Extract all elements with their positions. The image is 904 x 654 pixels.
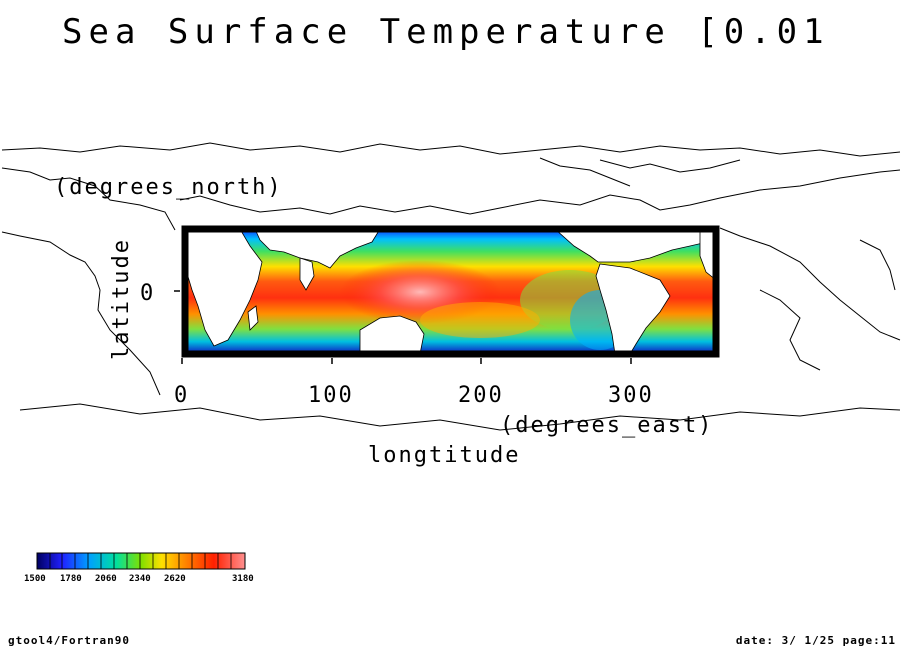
colorbar-label: 1780: [60, 574, 82, 584]
axis-ticks: [174, 290, 632, 364]
x-axis-unit: (degrees_east): [500, 413, 713, 438]
colorbar-label: 2340: [129, 574, 151, 584]
sst-field: [185, 229, 716, 354]
colorbar-label: 3180: [232, 574, 254, 584]
x-axis-label: longtitude: [368, 443, 520, 468]
x-tick-label: 0: [174, 383, 189, 408]
coastline-outline: [1, 142, 901, 431]
x-tick-label: 200: [458, 383, 504, 408]
colorbar: [36, 552, 246, 570]
y-tick-label: 0: [140, 281, 155, 306]
plot-frame: [181, 225, 720, 358]
y-axis-unit: (degrees_north): [54, 175, 283, 200]
plot-title: Sea Surface Temperature [0.01: [62, 12, 830, 52]
y-axis-label: latitude: [109, 238, 134, 360]
colorbar-label: 2620: [164, 574, 186, 584]
x-tick-label: 100: [308, 383, 354, 408]
x-tick-label: 300: [608, 383, 654, 408]
colorbar-label: 2060: [95, 574, 117, 584]
colorbar-label: 1500: [24, 574, 46, 584]
footer-software: gtool4/Fortran90: [8, 634, 130, 647]
footer-date-page: date: 3/ 1/25 page:11: [735, 634, 896, 647]
